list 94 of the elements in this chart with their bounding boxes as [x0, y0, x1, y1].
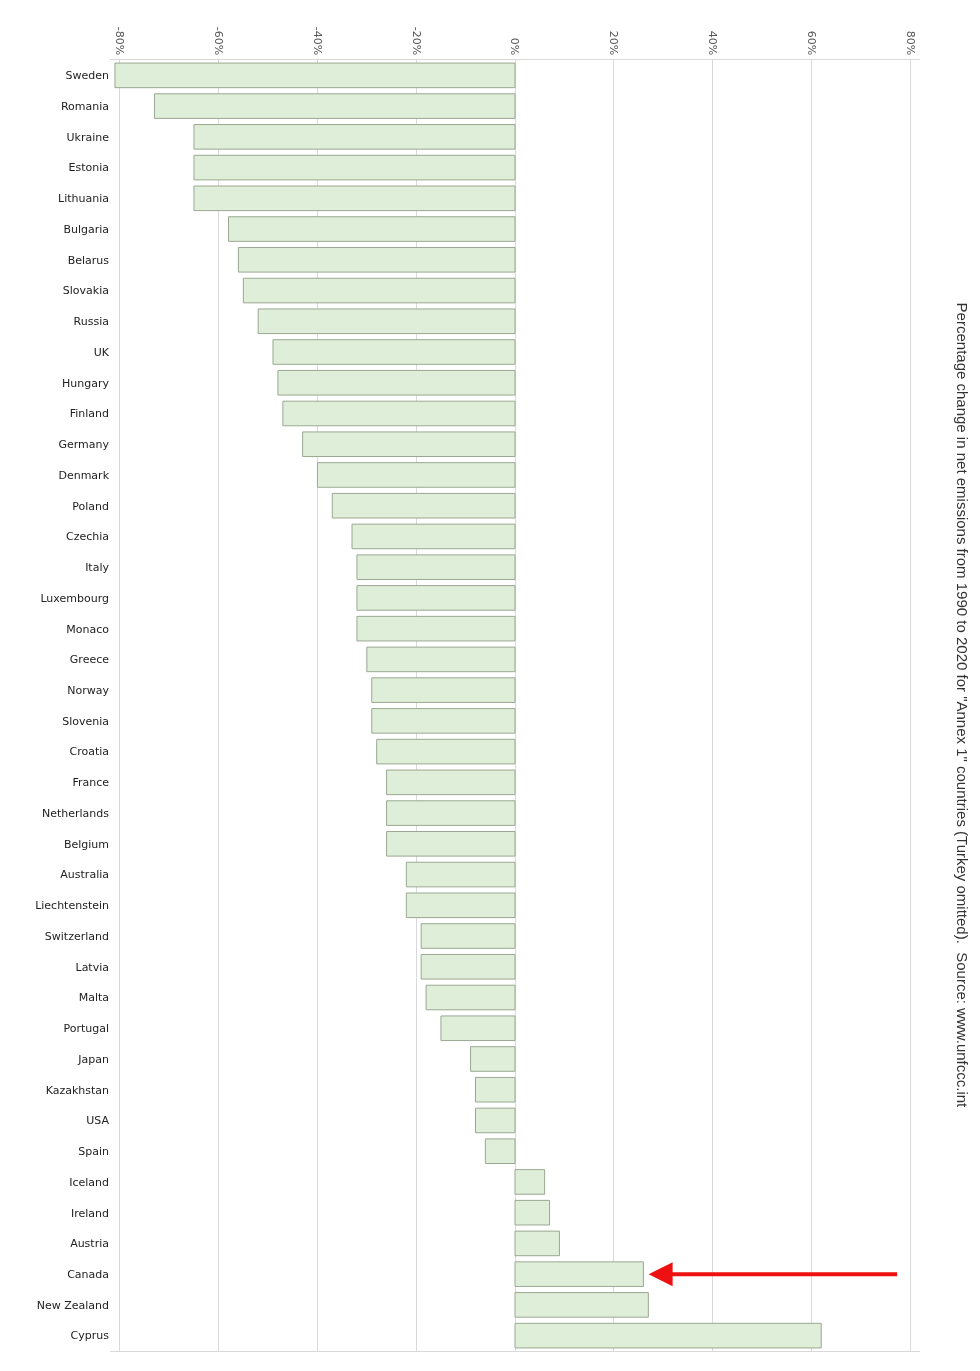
bar [376, 738, 516, 765]
bar [366, 646, 516, 673]
y-tick-label: Ukraine [66, 130, 110, 144]
bar [331, 492, 516, 519]
y-tick-label: Estonia [68, 161, 109, 175]
y-tick-label: Sweden [65, 69, 110, 83]
y-tick-label: Bulgaria [63, 222, 109, 236]
y-tick-label: New Zealand [36, 1298, 109, 1312]
bar [277, 369, 516, 396]
y-tick-label: Austria [70, 1237, 109, 1251]
y-tick-label: France [72, 776, 110, 790]
x-tick-label: 0% [508, 37, 522, 56]
bar [228, 216, 516, 242]
y-tick-label: Norway [67, 683, 110, 697]
bar [316, 462, 516, 488]
y-tick-label: Japan [77, 1052, 110, 1066]
x-tick-label: 20% [607, 30, 621, 56]
y-tick-label: UK [93, 345, 110, 359]
y-tick-label: Liechtenstein [35, 899, 110, 913]
y-tick-label: Czechia [65, 530, 109, 544]
y-tick-label: Australia [60, 868, 109, 882]
y-tick-label: Slovakia [62, 284, 109, 298]
y-tick-label: Ireland [70, 1206, 109, 1220]
x-tick-label: 80% [903, 30, 917, 56]
bar [351, 523, 516, 550]
x-tick-label: 60% [804, 30, 818, 56]
bar [193, 154, 516, 181]
y-tick-label: Slovenia [62, 714, 109, 728]
bar [282, 400, 516, 427]
bar [470, 1046, 516, 1072]
bar [420, 953, 516, 980]
x-tick-label: -60% [212, 26, 226, 56]
bar [257, 308, 516, 335]
bar [193, 185, 516, 212]
bar [242, 277, 516, 304]
y-tick-label: Denmark [58, 468, 110, 482]
y-tick-label: Poland [72, 499, 109, 513]
y-tick-label: Greece [69, 653, 110, 667]
bar [425, 984, 516, 1011]
y-tick-label: Switzerland [44, 929, 109, 943]
x-tick-label: 40% [705, 30, 719, 56]
x-tick-label: -20% [409, 26, 423, 56]
bar [356, 585, 516, 611]
bar [514, 1169, 546, 1195]
y-tick-label: Belgium [63, 837, 109, 851]
y-tick-label: Luxembourg [40, 591, 109, 605]
bar [474, 1107, 516, 1134]
x-tick-label: -80% [113, 26, 127, 56]
y-tick-label: Iceland [69, 1175, 109, 1189]
y-tick-label: Italy [85, 561, 110, 575]
y-tick-label: Croatia [69, 745, 109, 759]
bar [193, 124, 516, 150]
bar [514, 1261, 644, 1287]
y-tick-label: Finland [69, 407, 109, 421]
y-tick-label: Romania [60, 99, 109, 113]
text: Percentage change in net emissions from 1990 to 2020 for "Annex 1" countries (Turkey omitted). Source: www.unfccc.int [954, 302, 972, 1109]
y-tick-label: Malta [78, 991, 109, 1005]
bar [371, 708, 516, 734]
y-tick-label: Latvia [75, 960, 109, 974]
bar [272, 339, 516, 365]
bar [386, 831, 516, 857]
bar [237, 247, 516, 273]
bar [474, 1076, 516, 1103]
bar [420, 923, 516, 949]
y-tick-label: Netherlands [41, 806, 110, 820]
bar [356, 554, 516, 580]
bar [440, 1015, 516, 1042]
y-tick-label: Hungary [62, 376, 110, 390]
y-tick-label: Canada [67, 1268, 109, 1281]
bar [114, 62, 516, 89]
y-tick-label: Belarus [67, 253, 110, 267]
y-tick-label: Kazakhstan [45, 1083, 110, 1097]
y-tick-label: Russia [73, 315, 109, 329]
bar [514, 1322, 822, 1349]
bar [514, 1292, 649, 1318]
y-tick-label: Germany [58, 438, 110, 452]
bar [153, 93, 516, 119]
bar [514, 1230, 560, 1257]
bar [356, 615, 516, 642]
bar [371, 677, 516, 703]
y-tick-label: Cyprus [70, 1329, 110, 1343]
bar [514, 1199, 551, 1226]
y-tick-label: Monaco [66, 622, 110, 636]
bar [302, 431, 516, 458]
bar [386, 800, 516, 826]
bar [405, 861, 516, 888]
y-tick-label: Lithuania [58, 192, 109, 206]
bar [405, 892, 516, 919]
y-tick-label: USA [86, 1114, 110, 1128]
y-tick-label: Spain [78, 1145, 110, 1159]
y-tick-label: Portugal [63, 1022, 109, 1036]
x-tick-label: -40% [310, 26, 324, 56]
bar [484, 1138, 516, 1164]
bar [386, 769, 516, 796]
